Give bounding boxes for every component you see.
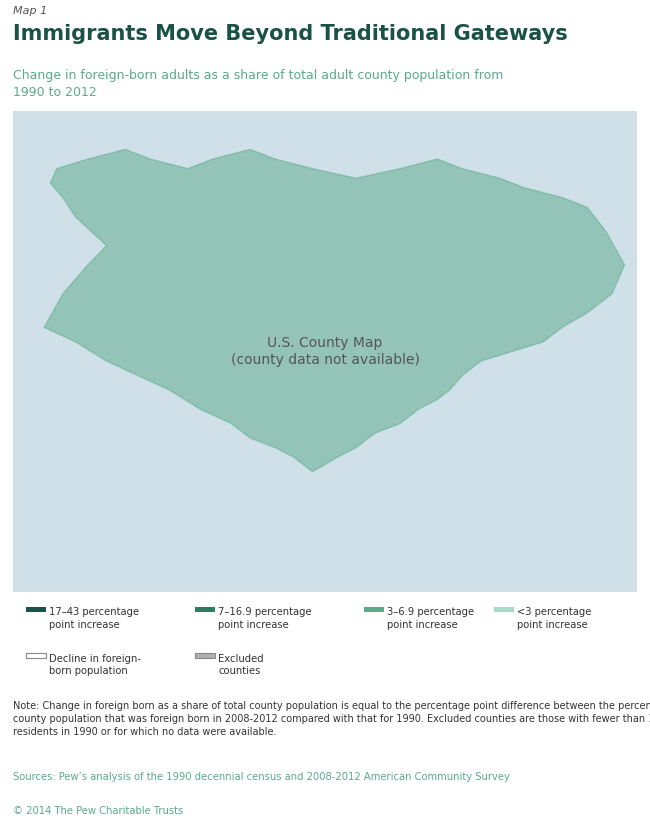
Text: Sources: Pew’s analysis of the 1990 decennial census and 2008-2012 American Comm: Sources: Pew’s analysis of the 1990 dece… <box>13 772 510 782</box>
Text: Note: Change in foreign born as a share of total county population is equal to t: Note: Change in foreign born as a share … <box>13 701 650 737</box>
FancyBboxPatch shape <box>26 607 46 612</box>
FancyBboxPatch shape <box>195 653 215 658</box>
Text: <3 percentage
point increase: <3 percentage point increase <box>517 607 592 630</box>
FancyBboxPatch shape <box>364 607 384 612</box>
Text: 7–16.9 percentage
point increase: 7–16.9 percentage point increase <box>218 607 312 630</box>
FancyBboxPatch shape <box>26 653 46 658</box>
Text: © 2014 The Pew Charitable Trusts: © 2014 The Pew Charitable Trusts <box>13 806 183 816</box>
FancyBboxPatch shape <box>494 607 514 612</box>
Text: U.S. County Map
(county data not available): U.S. County Map (county data not availab… <box>231 336 419 367</box>
Text: Decline in foreign-
born population: Decline in foreign- born population <box>49 653 141 676</box>
FancyBboxPatch shape <box>195 607 215 612</box>
Text: 17–43 percentage
point increase: 17–43 percentage point increase <box>49 607 139 630</box>
Text: Change in foreign-born adults as a share of total adult county population from
1: Change in foreign-born adults as a share… <box>13 69 503 99</box>
Polygon shape <box>44 150 625 472</box>
Text: 3–6.9 percentage
point increase: 3–6.9 percentage point increase <box>387 607 474 630</box>
Text: Map 1: Map 1 <box>13 6 47 16</box>
Text: Excluded
counties: Excluded counties <box>218 653 264 676</box>
Text: Immigrants Move Beyond Traditional Gateways: Immigrants Move Beyond Traditional Gatew… <box>13 25 567 44</box>
